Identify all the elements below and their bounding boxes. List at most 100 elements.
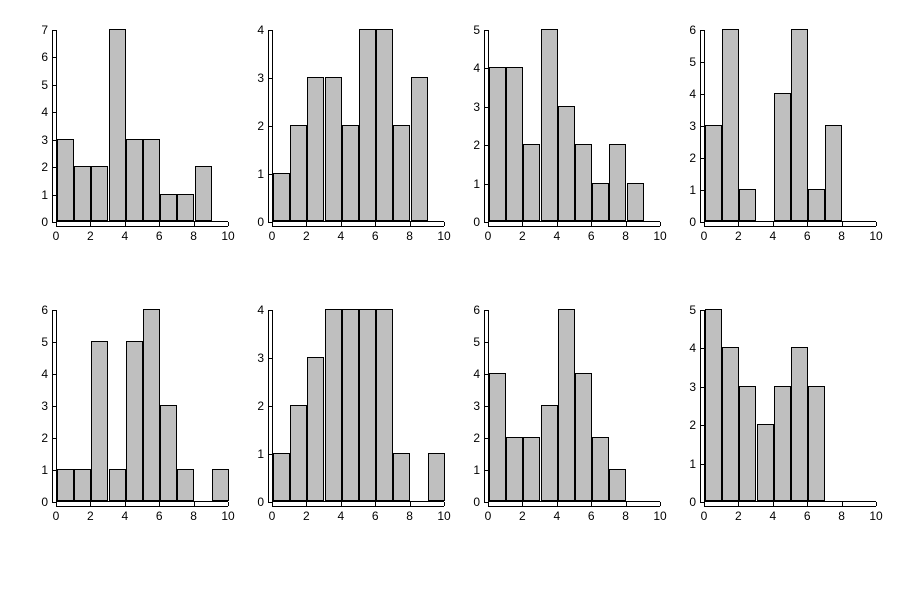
y-tick-label: 4 (460, 368, 480, 380)
y-tick-label: 1 (676, 458, 696, 470)
histogram-chart: 012340246810 (244, 310, 444, 530)
y-tick-label: 3 (676, 120, 696, 132)
x-tick-label: 8 (184, 230, 204, 242)
plot-area (272, 310, 444, 502)
x-tick-label: 2 (296, 230, 316, 242)
histogram-bar (411, 77, 428, 221)
chart-row: 0123456702468100123402468100123450246810… (20, 30, 884, 250)
histogram-bar (91, 341, 108, 501)
plot-area (704, 30, 876, 222)
x-tick-label: 0 (694, 510, 714, 522)
histogram-bar (609, 144, 626, 221)
histogram-bar (290, 405, 307, 501)
x-tick-label: 2 (728, 230, 748, 242)
x-tick-label: 8 (832, 230, 852, 242)
x-axis-spine (488, 226, 660, 227)
y-tick-label: 4 (460, 62, 480, 74)
x-tick-label: 6 (149, 510, 169, 522)
x-tick-label: 0 (262, 510, 282, 522)
histogram-bar (109, 29, 126, 221)
x-tick-label: 10 (434, 230, 454, 242)
histogram-bar (109, 469, 126, 501)
y-tick-label: 3 (244, 352, 264, 364)
x-tick-label: 6 (365, 230, 385, 242)
histogram-bar (307, 77, 324, 221)
y-tick-label: 4 (244, 24, 264, 36)
x-tick-label: 10 (218, 510, 238, 522)
histogram-bar (74, 469, 91, 501)
x-axis-spine (272, 226, 444, 227)
histogram-bar (359, 29, 376, 221)
histogram-bar (722, 347, 739, 501)
histogram-bar (739, 189, 756, 221)
x-tick-label: 4 (115, 510, 135, 522)
histogram-bar (774, 93, 791, 221)
histogram-bar (541, 29, 558, 221)
y-tick-label: 1 (28, 464, 48, 476)
histogram-bar (506, 67, 523, 221)
y-tick-label: 0 (244, 216, 264, 228)
y-axis-spine (268, 310, 269, 502)
y-tick-label: 0 (244, 496, 264, 508)
x-tick-label: 10 (866, 230, 886, 242)
plot-area (704, 310, 876, 502)
histogram-bar (57, 139, 74, 221)
histogram-bar (160, 194, 177, 221)
y-tick-label: 1 (676, 184, 696, 196)
y-tick-label: 0 (28, 496, 48, 508)
histogram-bar (558, 106, 575, 221)
x-tick-label: 0 (478, 510, 498, 522)
plot-area (488, 310, 660, 502)
histogram-bar (825, 125, 842, 221)
histogram-bar (757, 424, 774, 501)
plot-area (272, 30, 444, 222)
x-tick-label: 10 (218, 230, 238, 242)
histogram-bar (592, 437, 609, 501)
x-tick-label: 4 (547, 510, 567, 522)
y-tick-label: 4 (28, 368, 48, 380)
y-tick-label: 5 (676, 56, 696, 68)
histogram-bar (307, 357, 324, 501)
y-tick-label: 1 (244, 168, 264, 180)
histogram-bar (592, 183, 609, 221)
histogram-bar (523, 437, 540, 501)
histogram-bar (126, 341, 143, 501)
y-axis-spine (484, 30, 485, 222)
x-tick-label: 4 (331, 510, 351, 522)
histogram-bar (393, 453, 410, 501)
y-tick-label: 4 (676, 88, 696, 100)
y-tick-label: 2 (244, 120, 264, 132)
y-tick-label: 3 (460, 400, 480, 412)
y-tick-label: 5 (28, 336, 48, 348)
histogram-chart: 0123450246810 (460, 30, 660, 250)
chart-row: 0123456024681001234024681001234560246810… (20, 310, 884, 530)
y-tick-label: 1 (460, 178, 480, 190)
y-tick-label: 4 (28, 106, 48, 118)
histogram-bar (325, 309, 342, 501)
x-tick-label: 2 (728, 510, 748, 522)
histogram-bar (143, 139, 160, 221)
x-tick-label: 2 (512, 510, 532, 522)
y-tick-label: 2 (460, 139, 480, 151)
histogram-bar (160, 405, 177, 501)
histogram-chart: 0123450246810 (676, 310, 876, 530)
x-tick-label: 8 (400, 510, 420, 522)
y-tick-label: 6 (28, 51, 48, 63)
histogram-bar (739, 386, 756, 501)
x-tick (876, 502, 877, 506)
x-tick-label: 4 (763, 230, 783, 242)
histogram-bar (273, 453, 290, 501)
histogram-chart: 01234560246810 (460, 310, 660, 530)
histogram-bar (126, 139, 143, 221)
x-tick-label: 10 (866, 510, 886, 522)
y-axis-spine (484, 310, 485, 502)
y-tick-label: 2 (460, 432, 480, 444)
histogram-bar (91, 166, 108, 221)
x-axis-spine (272, 506, 444, 507)
histogram-bar (57, 469, 74, 501)
histogram-bar (143, 309, 160, 501)
y-tick-label: 0 (676, 496, 696, 508)
histogram-bar (376, 29, 393, 221)
histogram-bar (575, 144, 592, 221)
x-tick-label: 10 (650, 230, 670, 242)
